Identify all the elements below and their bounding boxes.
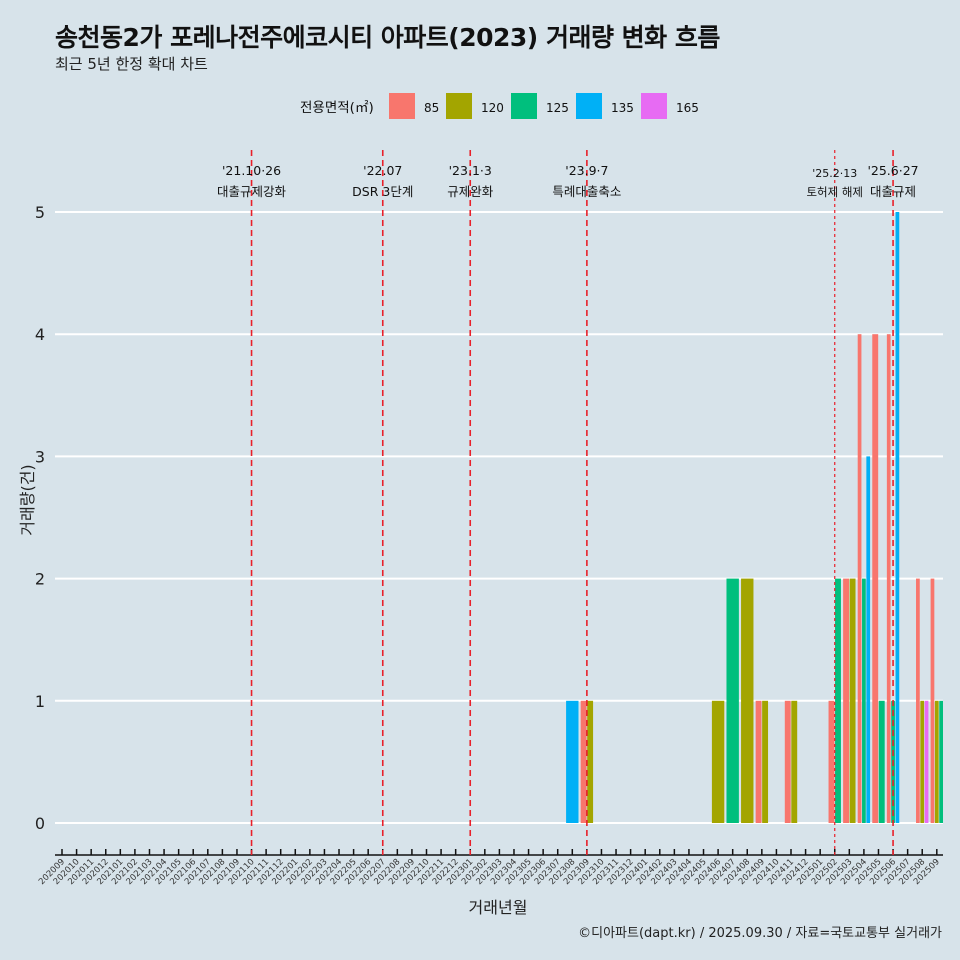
bar (726, 578, 739, 823)
event-label: 대출규제 (870, 184, 916, 199)
event-label: 토허제 해제 (806, 185, 863, 199)
legend-label: 120 (481, 101, 504, 115)
bar (857, 334, 862, 823)
event-date: '23.9·7 (565, 163, 608, 178)
bar (916, 578, 920, 823)
legend-swatch (641, 93, 667, 119)
legend-label: 85 (424, 101, 439, 115)
y-axis-label: 거래량(건) (18, 464, 37, 535)
event-date: '25.6·27 (867, 163, 918, 178)
legend-title: 전용면적(㎡) (300, 100, 374, 116)
event-date: '22.07 (363, 163, 402, 178)
source-caption: ©디아파트(dapt.kr) / 2025.09.30 / 자료=국토교통부 실… (578, 926, 942, 941)
bar (784, 700, 791, 823)
legend-swatch (389, 93, 415, 119)
bar (755, 700, 762, 823)
bar (835, 578, 841, 823)
bar (566, 700, 579, 823)
legend-swatch (511, 93, 537, 119)
bar (587, 700, 594, 823)
y-tick-label: 1 (35, 692, 45, 711)
bar (866, 456, 871, 823)
x-axis-label: 거래년월 (469, 898, 528, 917)
y-tick-label: 2 (35, 570, 45, 589)
bar (939, 700, 943, 823)
y-tick-label: 3 (35, 447, 45, 466)
event-label: 규제완화 (447, 184, 494, 199)
bar (843, 578, 850, 823)
bar (862, 578, 866, 823)
event-label: DSR 3단계 (352, 184, 413, 199)
bar (791, 700, 798, 823)
legend-swatch (446, 93, 472, 119)
bar (886, 334, 891, 823)
bar (934, 700, 939, 823)
bar (878, 700, 885, 823)
bar (849, 578, 856, 823)
bar (762, 700, 769, 823)
bar (828, 700, 835, 823)
chart-subtitle: 최근 5년 한정 확대 차트 (55, 55, 208, 73)
event-date: '21.10·26 (222, 163, 281, 178)
bar (872, 334, 879, 823)
chart-title: 송천동2가 포레나전주에코시티 아파트(2023) 거래량 변화 흐름 (55, 23, 720, 52)
event-date: '25.2·13 (812, 167, 857, 180)
event-label: 특례대출축소 (552, 184, 621, 199)
y-tick-label: 0 (35, 814, 45, 833)
y-tick-label: 5 (35, 203, 45, 222)
bar (924, 700, 929, 823)
event-label: 대출규제강화 (217, 184, 287, 199)
y-tick-label: 4 (35, 325, 45, 344)
event-date: '23.1·3 (449, 163, 492, 178)
bar (920, 700, 925, 823)
bar (741, 578, 754, 823)
bar (895, 212, 900, 823)
bar (580, 700, 587, 823)
bar (930, 578, 935, 823)
legend-label: 135 (611, 101, 634, 115)
legend-swatch (576, 93, 602, 119)
bar (711, 700, 725, 823)
legend-label: 165 (676, 101, 699, 115)
legend-label: 125 (546, 101, 569, 115)
